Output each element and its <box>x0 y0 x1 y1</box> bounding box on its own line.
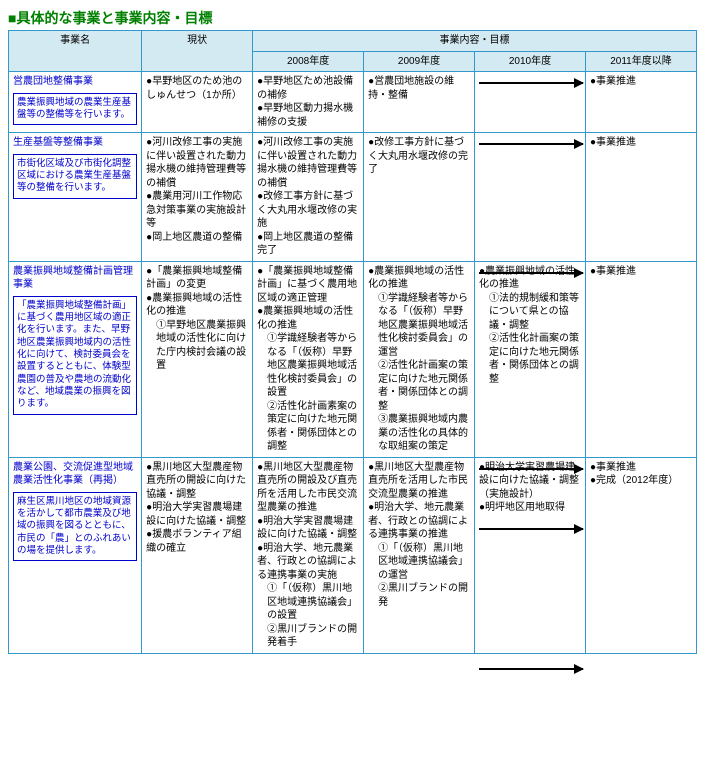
project-description-box: 市街化区域及び市街化調整区域における農業生産基盤等の整備を行います。 <box>13 154 137 199</box>
status-cell: ●「農業振興地域整備計画」の変更●農業振興地域の活性化の推進①早野地区農業振興地… <box>142 261 253 457</box>
project-name-header: 農業公園、交流促進型地域農業活性化事業（再掲） <box>13 461 137 488</box>
th-2010: 2010年度 <box>475 51 586 72</box>
year-cell-y2008: ●河川改修工事の実施に伴い設置された動力揚水機の維持管理費等の補償●改修工事方針… <box>253 133 364 262</box>
year-cell-y2011: ●事業推進 <box>585 72 696 133</box>
year-cell-y2009: ●農業振興地域の活性化の推進①学識経験者等からなる「（仮称）早野地区農業振興地域… <box>364 261 475 457</box>
th-2009: 2009年度 <box>364 51 475 72</box>
project-name-header: 営農団地整備事業 <box>13 75 137 89</box>
th-2008: 2008年度 <box>253 51 364 72</box>
project-name-cell: 農業公園、交流促進型地域農業活性化事業（再掲） 麻生区黒川地区の地域資源を活かして… <box>9 457 142 653</box>
project-description-box: 「農業振興地域整備計画」に基づく農用地区域の適正化を行います。また、早野地区農業… <box>13 296 137 415</box>
page-title: ■具体的な事業と事業内容・目標 <box>8 8 697 28</box>
year-cell-y2009: ●黒川地区大型農産物直売所を活用した市民交流型農業の推進●明治大学、地元農業者、… <box>364 457 475 653</box>
progress-arrow-icon <box>479 468 583 470</box>
project-description-box: 農業振興地域の農業生産基盤等の整備等を行います。 <box>13 93 137 126</box>
year-cell-y2011: ●事業推進 <box>585 261 696 457</box>
project-name-header: 農業振興地域整備計画管理事業 <box>13 265 137 292</box>
th-status: 現状 <box>142 31 253 72</box>
year-cell-y2009: ●営農団地施設の維持・整備 <box>364 72 475 133</box>
year-cell-y2008: ●「農業振興地域整備計画」に基づく農用地区域の適正管理●農業振興地域の活性化の推… <box>253 261 364 457</box>
project-name-cell: 営農団地整備事業農業振興地域の農業生産基盤等の整備等を行います。 <box>9 72 142 133</box>
status-cell: ●河川改修工事の実施に伴い設置された動力揚水機の維持管理費等の補償●農業用河川工… <box>142 133 253 262</box>
project-description-box: 麻生区黒川地区の地域資源を活かして都市農業及び地域の振興を図るとともに、市民の「… <box>13 492 137 562</box>
progress-arrow-icon <box>479 82 583 84</box>
year-cell-y2011: ●事業推進●完成（2012年度） <box>585 457 696 653</box>
project-name-cell: 農業振興地域整備計画管理事業「農業振興地域整備計画」に基づく農用地区域の適正化を… <box>9 261 142 457</box>
progress-arrow-icon <box>479 272 583 274</box>
th-2011: 2011年度以降 <box>585 51 696 72</box>
th-plan-group: 事業内容・目標 <box>253 31 697 52</box>
year-cell-y2011: ●事業推進 <box>585 133 696 262</box>
year-cell-y2010: ●農業振興地域の活性化の推進①法的規制緩和策等について県との協議・調整②活性化計… <box>475 261 586 457</box>
year-cell-y2008: ●早野地区ため池設備の補修●早野地区動力揚水機補修の支援 <box>253 72 364 133</box>
year-cell-y2010: ●明治大学実習農場建設に向けた協議・調整（実施設計）●明坪地区用地取得 <box>475 457 586 653</box>
year-cell-y2009: ●改修工事方針に基づく大丸用水堰改修の完了 <box>364 133 475 262</box>
plan-table: 事業名 現状 事業内容・目標 2008年度 2009年度 2010年度 2011… <box>8 30 697 654</box>
project-name-header: 生産基盤等整備事業 <box>13 136 137 150</box>
year-cell-y2008: ●黒川地区大型農産物直売所の開設及び直売所を活用した市民交流型農業の推進●明治大… <box>253 457 364 653</box>
year-cell-y2010 <box>475 133 586 262</box>
th-name: 事業名 <box>9 31 142 72</box>
status-cell: ●早野地区のため池のしゅんせつ（1か所） <box>142 72 253 133</box>
project-name-cell: 生産基盤等整備事業市街化区域及び市街化調整区域における農業生産基盤等の整備を行い… <box>9 133 142 262</box>
progress-arrow-icon <box>479 528 583 530</box>
progress-arrow-icon <box>479 143 583 145</box>
year-cell-y2010 <box>475 72 586 133</box>
status-cell: ●黒川地区大型農産物直売所の開設に向けた協議・調整●明治大学実習農場建設に向けた… <box>142 457 253 653</box>
progress-arrow-icon <box>479 668 583 670</box>
